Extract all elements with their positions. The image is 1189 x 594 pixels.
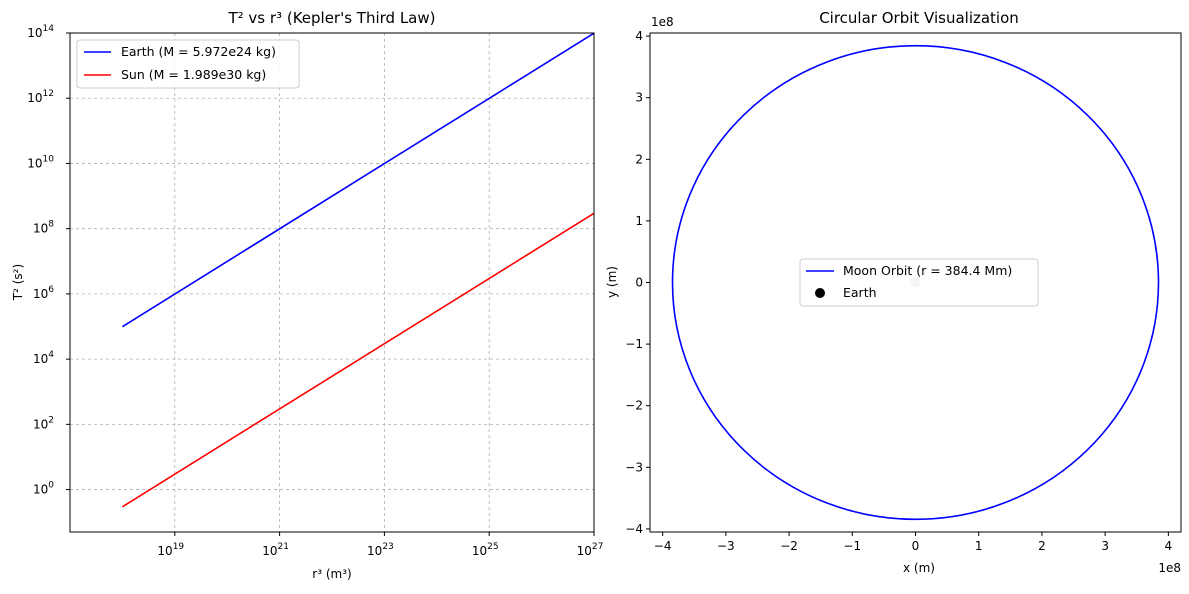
right-y-tick-label: −3 [625, 460, 643, 474]
right-x-tick-label: 4 [1165, 539, 1173, 553]
right-x-tick-label: 1 [975, 539, 983, 553]
left-x-tick-label: 1021 [262, 542, 289, 558]
left-y-tick-label: 102 [33, 415, 54, 431]
left-y-tick-label: 100 [33, 481, 54, 497]
right-x-tick-label: −4 [654, 539, 672, 553]
left-x-tick-label: 1025 [472, 542, 499, 558]
left-x-tick-label: 1019 [157, 542, 184, 558]
right-x-tick-label: −2 [780, 539, 798, 553]
left-x-axis-label: r³ (m³) [312, 567, 351, 581]
moon-orbit-line [671, 44, 1160, 521]
left-y-tick-label: 1012 [27, 89, 54, 105]
left-series-lines [121, 32, 595, 508]
right-y-offset-label: 1e8 [651, 15, 674, 29]
orbit-chart: Circular Orbit Visualization −4 −3 −2 −1 0 1 2… [605, 9, 1182, 575]
right-y-tick-label: 4 [635, 29, 643, 43]
right-x-tick-label: −3 [717, 539, 735, 553]
legend-orbit-label: Moon Orbit (r = 384.4 Mm) [843, 263, 1012, 278]
legend-earth-marker [815, 288, 825, 298]
right-chart-title: Circular Orbit Visualization [819, 9, 1019, 27]
right-x-tick-label: −1 [843, 539, 861, 553]
left-legend: Earth (M = 5.972e24 kg) Sun (M = 1.989e3… [76, 39, 300, 89]
right-y-tick-label: −4 [625, 522, 643, 536]
right-y-tick-label: 2 [635, 152, 643, 166]
right-y-tick-label: 0 [635, 276, 643, 290]
left-y-tick-label: 1010 [27, 154, 54, 170]
left-legend-box [76, 39, 300, 89]
series-line-earth [121, 32, 595, 328]
legend-sun-label: Sun (M = 1.989e30 kg) [121, 67, 266, 82]
right-x-axis-label: x (m) [903, 561, 935, 575]
legend-earth-body-label: Earth [843, 285, 877, 300]
left-y-ticks: 100 102 104 106 108 1010 1012 1014 [27, 24, 70, 497]
right-x-offset-label: 1e8 [1158, 561, 1181, 575]
left-y-tick-label: 1014 [27, 24, 54, 40]
left-y-axis-label: T² (s²) [11, 264, 25, 301]
left-gridlines [70, 32, 595, 532]
series-line-sun [121, 212, 595, 508]
left-y-tick-label: 104 [33, 350, 54, 366]
left-x-tick-label: 1023 [367, 542, 394, 558]
right-x-tick-label: 2 [1038, 539, 1046, 553]
right-y-tick-label: 3 [635, 91, 643, 105]
right-x-tick-label: 0 [912, 539, 920, 553]
left-plot-frame [69, 32, 595, 533]
right-y-axis-label: y (m) [605, 266, 619, 298]
right-y-tick-label: −2 [625, 399, 643, 413]
kepler-law-chart: T² vs r³ (Kepler's Third Law) 1019 1021 10… [11, 9, 603, 581]
right-x-ticks: −4 −3 −2 −1 0 1 2 3 4 [654, 532, 1172, 553]
right-x-tick-label: 3 [1101, 539, 1109, 553]
left-x-ticks: 1019 1021 1023 1025 1027 [157, 532, 603, 558]
right-legend: Moon Orbit (r = 384.4 Mm) Earth [799, 258, 1039, 307]
legend-earth-label: Earth (M = 5.972e24 kg) [121, 44, 276, 59]
right-legend-box [799, 258, 1039, 307]
left-y-tick-label: 106 [33, 285, 54, 301]
right-y-tick-label: 1 [635, 214, 643, 228]
left-y-tick-label: 108 [33, 220, 54, 236]
left-chart-title: T² vs r³ (Kepler's Third Law) [227, 9, 435, 27]
right-y-tick-label: −1 [625, 337, 643, 351]
left-x-tick-label: 1027 [577, 542, 604, 558]
right-y-ticks: −4 −3 −2 −1 0 1 2 3 4 [625, 29, 650, 536]
